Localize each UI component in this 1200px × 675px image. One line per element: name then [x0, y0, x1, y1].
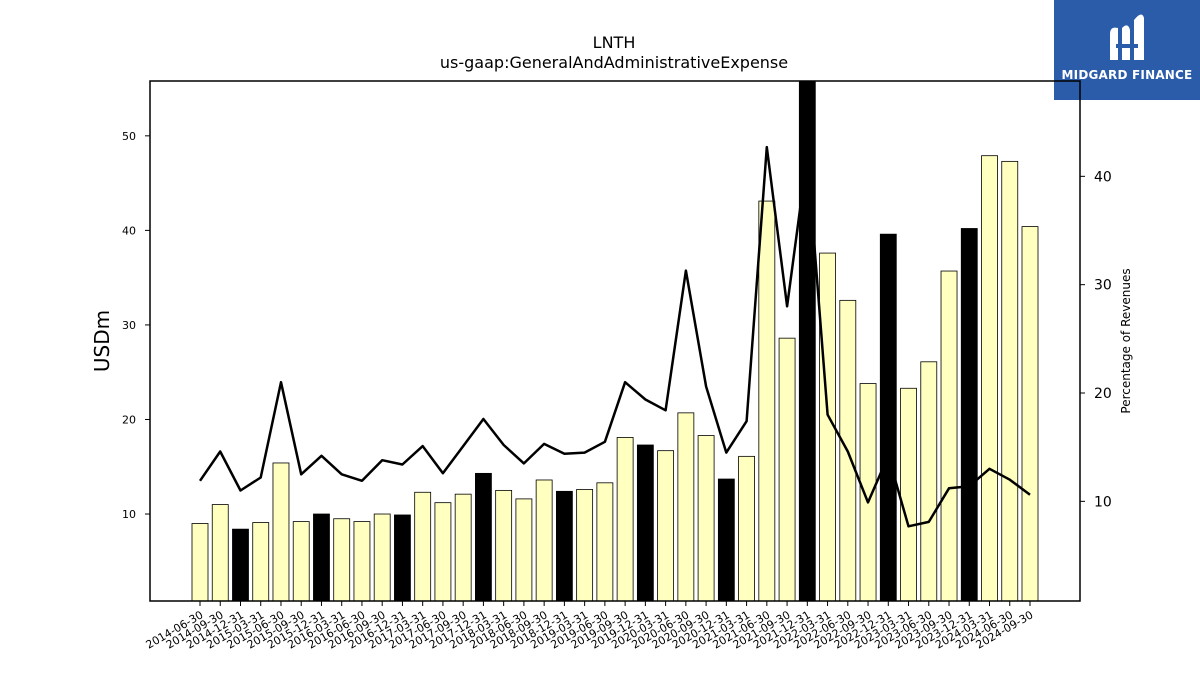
bar	[191, 523, 209, 602]
bar	[717, 478, 735, 602]
bar	[636, 444, 654, 602]
y-tick-label: 40	[122, 224, 136, 237]
bar	[920, 361, 938, 602]
bar	[940, 270, 958, 602]
y-tick-label: 30	[122, 319, 136, 332]
y-axis-label: USDm	[90, 310, 114, 372]
y2-tick-label: 10	[1094, 494, 1112, 510]
bar	[394, 514, 411, 602]
line-series-path	[198, 145, 1031, 528]
y-tick-label: 10	[122, 508, 136, 521]
y-axis: 10 20 30 40 50	[122, 130, 150, 521]
bar	[373, 513, 391, 602]
bar	[981, 155, 998, 602]
bar	[576, 489, 594, 602]
bar	[515, 498, 533, 602]
bar	[1021, 226, 1039, 602]
chart-title: LNTH	[593, 33, 636, 52]
bar	[616, 437, 634, 602]
bar	[900, 387, 917, 602]
bar	[1001, 160, 1019, 602]
bar	[272, 462, 290, 602]
bar	[313, 513, 330, 602]
y-tick-label: 50	[122, 130, 136, 143]
bar	[252, 522, 270, 602]
bar	[333, 518, 351, 602]
bar	[677, 412, 695, 602]
bar	[596, 482, 614, 602]
plot-frame	[149, 80, 1081, 602]
bar	[414, 491, 432, 602]
bar	[232, 528, 249, 602]
line-series	[198, 145, 1031, 528]
bar	[454, 493, 472, 602]
y2-axis: 10 20 30 40	[1080, 169, 1112, 510]
bar	[535, 479, 553, 602]
logo-text: MIDGARD FINANCE	[1061, 68, 1193, 82]
x-axis: 2014-06-302014-09-302014-12-312015-03-31…	[144, 601, 1036, 652]
chart-subtitle: us-gaap:GeneralAndAdministrativeExpense	[440, 53, 788, 72]
bar	[434, 502, 452, 602]
bar	[353, 521, 371, 602]
bar	[879, 233, 897, 602]
y2-tick-label: 20	[1094, 386, 1112, 402]
brand-logo: MIDGARD FINANCE	[1054, 0, 1200, 100]
bar	[292, 521, 310, 602]
y2-axis-label: Percentage of Revenues	[1119, 268, 1133, 413]
y2-tick-label: 40	[1094, 169, 1112, 185]
bar	[758, 200, 776, 602]
bar	[211, 504, 229, 602]
bar	[960, 228, 978, 602]
bar	[657, 450, 675, 602]
y2-tick-label: 30	[1094, 278, 1112, 294]
bar	[697, 435, 715, 602]
bar	[475, 472, 492, 602]
y-tick-label: 20	[122, 413, 136, 426]
bar	[495, 489, 513, 602]
midgard-logo-icon	[1110, 14, 1144, 61]
bar	[778, 337, 796, 602]
bar-series	[191, 80, 1039, 602]
bar	[738, 455, 755, 602]
bar	[555, 490, 573, 602]
